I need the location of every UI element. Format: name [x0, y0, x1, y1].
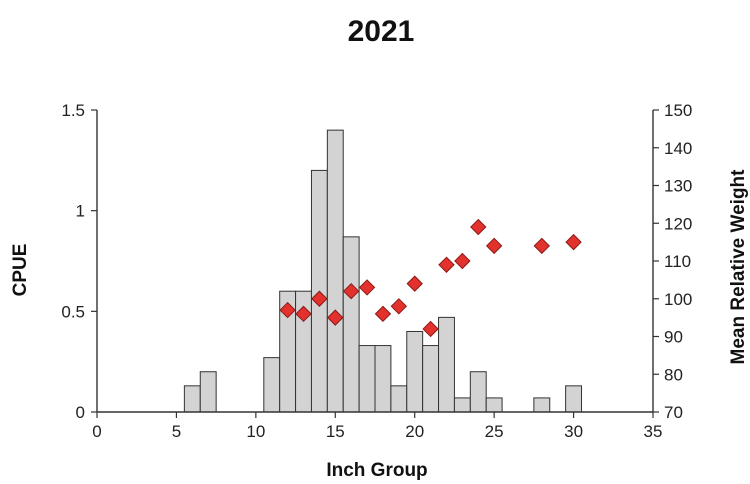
y-tick-label: 0.5 [61, 302, 85, 321]
bar-28 [533, 397, 551, 413]
marker-21 [422, 320, 439, 338]
x-axis-label: Inch Group [326, 460, 427, 481]
bar-7 [199, 371, 217, 413]
y-tick-label: 1.5 [61, 101, 85, 120]
x-tick-label: 20 [405, 422, 424, 441]
y2-tick-label: 70 [664, 403, 683, 422]
marker-20 [406, 275, 423, 292]
marker-12 [279, 301, 296, 319]
marker-25 [485, 237, 503, 255]
y2-tick-label: 140 [664, 139, 692, 158]
marker-30 [565, 233, 582, 251]
y2-tick-label: 110 [664, 252, 691, 271]
chart-title: 2021 [348, 15, 415, 48]
y2-tick-label: 90 [664, 328, 683, 347]
y2-tick-label: 150 [664, 101, 692, 120]
marker-14 [311, 290, 328, 307]
x-tick-label: 5 [172, 422, 181, 441]
bar-19 [390, 385, 408, 413]
y-axis-label: CPUE [10, 244, 31, 297]
x-tick-label: 35 [644, 422, 663, 441]
marker-22 [438, 256, 455, 273]
marker-19 [390, 298, 408, 315]
scatter-series [279, 218, 582, 338]
marker-13 [295, 305, 312, 323]
marker-15 [327, 309, 344, 326]
marker-28 [533, 237, 551, 255]
y2-axis-label: Mean Relative Weight [728, 169, 749, 365]
bar-6 [183, 385, 201, 413]
bar-23 [453, 397, 471, 413]
x-ticks: 0 5 10 15 20 25 30 35 [92, 412, 662, 441]
y-ticks-right: 70 80 90 100 110 120 130 140 150 [653, 101, 692, 422]
y2-tick-label: 100 [664, 290, 692, 309]
x-tick-label: 30 [564, 422, 583, 441]
bar-21 [422, 345, 440, 413]
bar-30 [565, 385, 583, 413]
x-tick-label: 10 [246, 422, 265, 441]
y2-tick-label: 120 [664, 214, 692, 233]
x-tick-label: 0 [92, 422, 101, 441]
bar-16 [342, 236, 360, 413]
x-tick-label: 25 [485, 422, 504, 441]
bar-25 [485, 397, 503, 413]
marker-18 [374, 305, 392, 323]
bar-15 [326, 129, 344, 413]
bar-17 [358, 345, 376, 413]
bar-22 [438, 316, 455, 413]
y-tick-label: 1 [76, 202, 85, 221]
y2-tick-label: 80 [664, 365, 683, 384]
marker-17 [358, 279, 376, 296]
bar-18 [374, 345, 392, 413]
y2-tick-label: 130 [664, 177, 692, 196]
bar-11 [263, 357, 281, 413]
x-tick-label: 15 [326, 422, 345, 441]
bar-20 [406, 330, 424, 413]
marker-16 [342, 282, 360, 300]
bar-series [183, 129, 583, 413]
y-ticks-left: 0 0.5 1 1.5 [61, 101, 97, 422]
bar-24 [469, 371, 487, 413]
marker-23 [454, 252, 471, 270]
y-tick-label: 0 [76, 403, 85, 422]
marker-24 [470, 218, 487, 236]
